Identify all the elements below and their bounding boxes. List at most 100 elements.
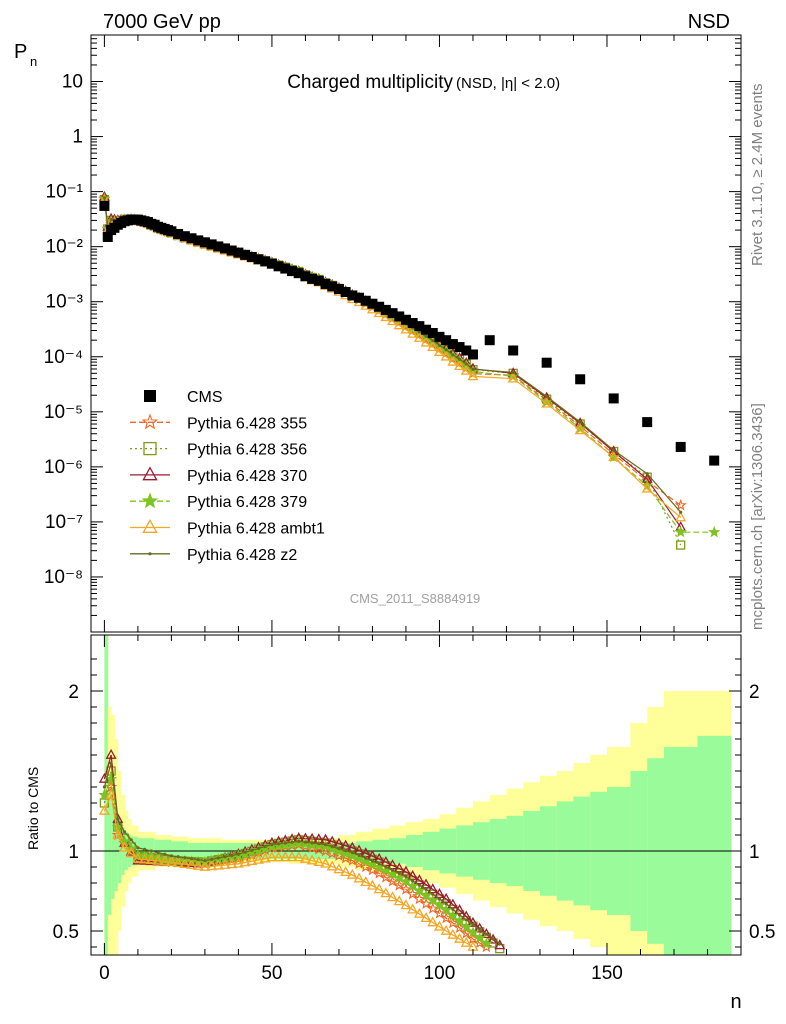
main-marker [444,348,448,352]
ratio-marker [219,858,231,869]
legend-entry-0: Pythia 6.428 355 [130,413,307,432]
ratio-marker [105,748,117,759]
cms-point [675,441,686,452]
ratio-marker [183,856,187,860]
cms-point [407,318,418,329]
legend-label: Pythia 6.428 355 [187,415,307,432]
ratio-series-3 [98,772,493,949]
ratio-marker [427,883,439,894]
ratio-marker [364,856,368,860]
y-tick-label: 10⁻⁶ [44,457,83,478]
main-marker [427,341,439,352]
chart-title-suffix: (NSD, |η| < 2.0) [456,75,560,92]
cms-point [340,287,351,298]
ratio-marker [454,932,466,943]
mcplots-label: mcplots.cern.ch [arXiv:1306.3436] [749,403,766,630]
x-tick-label: 0 [99,963,110,984]
main-marker [420,336,432,347]
ratio-marker [464,918,468,922]
ratio-y-tick-label: 0.5 [53,922,79,943]
ratio-marker [400,899,412,910]
ratio-marker [312,842,325,855]
ratio-marker [426,902,439,914]
ratio-marker [136,846,140,850]
x-tick-label: 50 [261,963,282,984]
ratio-marker [433,898,446,911]
ratio-marker [431,892,435,896]
main-marker [471,367,475,371]
main-marker [608,451,620,462]
legend-label: Pythia 6.428 379 [187,494,307,511]
ratio-marker [317,842,321,846]
cms-point [307,273,318,284]
ratio-marker [192,859,204,870]
ratio-series-5 [102,761,502,946]
ratio-marker [159,855,171,866]
ratio-marker [386,874,399,887]
cms-point [320,278,331,289]
ratio-marker [433,906,446,919]
inner-band-bin [697,735,732,955]
cms-point [709,455,720,466]
ratio-frame [90,634,742,956]
ratio-marker [460,920,473,933]
ratio-marker [460,936,472,947]
ratio-marker [186,858,198,869]
cms-point [354,292,365,303]
cms-point [575,374,586,385]
y-tick-label: 10⁻¹ [46,182,84,203]
ratio-marker [259,852,271,863]
main-line [103,197,682,513]
ratio-marker [440,903,453,916]
ratio-marker [152,854,164,865]
ratio-marker [498,942,502,946]
ratio-marker [366,879,378,890]
ratio-marker [286,851,298,862]
ratio-marker [426,894,439,906]
ratio-marker [471,923,475,927]
cms-point [186,233,197,244]
ratio-marker [326,860,338,871]
legend-marker [143,441,157,456]
ratio-marker [98,788,111,801]
ratio-marker [323,843,328,847]
ratio-y-tick-label: 1 [749,842,760,863]
ratio-marker [393,878,406,891]
cms-point [400,314,411,325]
ratio-marker [387,891,399,902]
ratio-marker [484,932,488,936]
main-marker [451,353,455,357]
legend-marker [141,413,159,430]
y-tick-label: 10⁻⁴ [44,347,83,368]
rivet-label: Rivet 3.1.10, ≥ 2.4M events [749,84,766,267]
ratio-marker [393,895,405,906]
ratio-marker [494,939,506,950]
ratio-marker [256,846,261,851]
cms-point [166,226,177,237]
legend-label-cms: CMS [187,389,223,406]
legend-label: Pythia 6.428 ambt1 [187,521,325,538]
ratio-marker [176,855,180,859]
ratio-marker [279,851,291,862]
ratio-marker [132,852,144,863]
legend-marker [148,552,152,556]
ratio-marker [156,851,160,855]
ratio-marker [413,884,426,897]
ratio-marker [125,847,137,858]
main-marker [431,338,435,343]
cms-point [287,266,298,277]
cms-point [226,245,237,256]
main-marker [460,364,472,375]
ratio-marker [112,828,124,839]
ratio-marker [230,853,234,858]
main-marker [578,420,582,424]
legend-entry-4: Pythia 6.428 ambt1 [130,518,325,538]
ratio-marker [243,850,247,854]
ratio-y-tick-label: 0.5 [749,922,775,943]
legend-entry-5: Pythia 6.428 z2 [130,547,297,564]
ratio-marker [390,868,395,872]
y-tick-label: 10⁻⁷ [45,512,83,533]
ratio-marker [283,841,287,845]
cms-point [427,328,438,339]
ratio-uncertainty-bands [91,635,741,955]
